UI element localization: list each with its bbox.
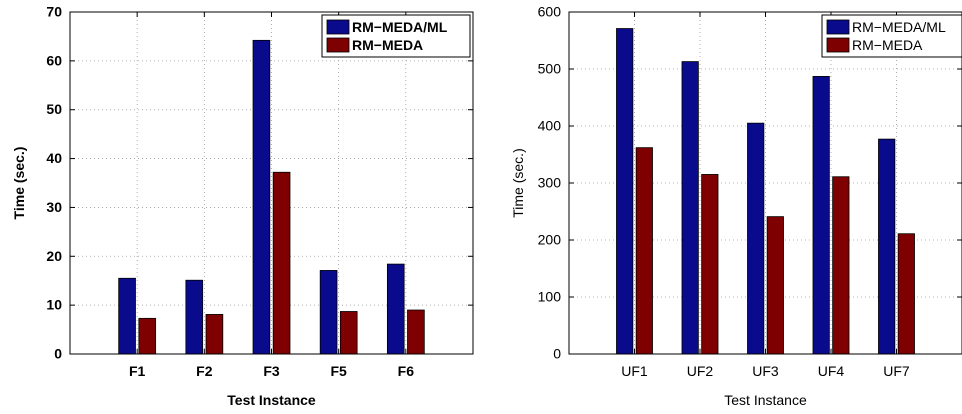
- bar-uf3-series-1: [747, 122, 765, 355]
- legend-label-2: RM−MEDA: [852, 37, 923, 53]
- y-axis-label: Time (sec.): [11, 147, 27, 220]
- chart-2: 0 100 200 300 400 500 600 UF1 UF2 UF3 UF4 UF7 Test I…: [510, 4, 962, 408]
- x-tick-label: F3: [263, 363, 280, 379]
- bar-uf2-series-2: [701, 174, 719, 355]
- y-tick-label: 400: [538, 118, 562, 134]
- legend-label-1: RM−MEDA/ML: [352, 19, 448, 35]
- bar-uf2-series-1: [681, 61, 699, 355]
- bar-uf7-series-1: [878, 138, 896, 355]
- x-tick-label: UF2: [687, 363, 714, 379]
- x-axis-label: Test Instance: [724, 392, 807, 408]
- legend-swatch-1: [826, 19, 850, 35]
- x-tick-label: F5: [330, 363, 347, 379]
- y-tick-label: 30: [46, 199, 62, 215]
- bar-uf4-series-1: [812, 76, 830, 355]
- y-tick-label: 70: [46, 4, 62, 20]
- bar-f3-series-1: [252, 39, 271, 355]
- bar-f5-series-2: [339, 311, 358, 355]
- y-tick-label: 300: [538, 175, 562, 191]
- y-axis-label: Time (sec.): [510, 148, 526, 217]
- y-tick-label: 50: [46, 101, 62, 117]
- y-tick-label: 100: [538, 289, 562, 305]
- y-tick-label: 500: [538, 61, 562, 77]
- x-tick-label: UF1: [621, 363, 648, 379]
- legend: RM−MEDA/ML RM−MEDA: [821, 14, 962, 58]
- y-tick-label: 40: [46, 150, 62, 166]
- y-tick-label: 60: [46, 52, 62, 68]
- y-tick-label: 20: [46, 248, 62, 264]
- y-tick-label: 0: [553, 346, 561, 362]
- y-tick-label: 0: [54, 346, 62, 362]
- legend-swatch-2: [326, 37, 350, 53]
- x-axis-label: Test Instance: [227, 392, 316, 408]
- legend-label-2: RM−MEDA: [352, 37, 423, 53]
- bar-uf3-series-2: [766, 216, 784, 355]
- bar-uf4-series-2: [832, 176, 850, 355]
- bar-uf1-series-1: [616, 28, 634, 355]
- bar-f1-series-2: [138, 317, 157, 355]
- x-tick-label: F2: [196, 363, 213, 379]
- legend-swatch-2: [826, 37, 850, 53]
- bar-f6-series-1: [386, 263, 405, 355]
- legend-label-1: RM−MEDA/ML: [852, 19, 946, 35]
- bar-uf1-series-2: [635, 147, 653, 355]
- x-tick-label: UF4: [818, 363, 845, 379]
- x-tick-label: F1: [129, 363, 146, 379]
- x-tick-label: F6: [398, 363, 415, 379]
- chart-1: 0 10 20 30 40 50 60 70 F1 F2 F3 F5 F6 Test Instance Ti…: [11, 4, 474, 408]
- bar-f5-series-1: [319, 270, 338, 355]
- bar-f3-series-2: [272, 171, 291, 355]
- x-tick-label: UF3: [752, 363, 779, 379]
- y-tick-label: 600: [538, 4, 562, 20]
- bar-uf7-series-2: [897, 233, 915, 355]
- y-tick-label: 10: [46, 297, 62, 313]
- legend: RM−MEDA/ML RM−MEDA: [321, 14, 471, 58]
- bar-f1-series-1: [118, 277, 136, 355]
- bar-f2-series-1: [185, 279, 204, 355]
- y-tick-label: 200: [538, 232, 562, 248]
- bar-f2-series-2: [205, 314, 224, 355]
- bar-f6-series-2: [407, 309, 425, 355]
- x-tick-label: UF7: [883, 363, 910, 379]
- legend-swatch-1: [326, 19, 350, 35]
